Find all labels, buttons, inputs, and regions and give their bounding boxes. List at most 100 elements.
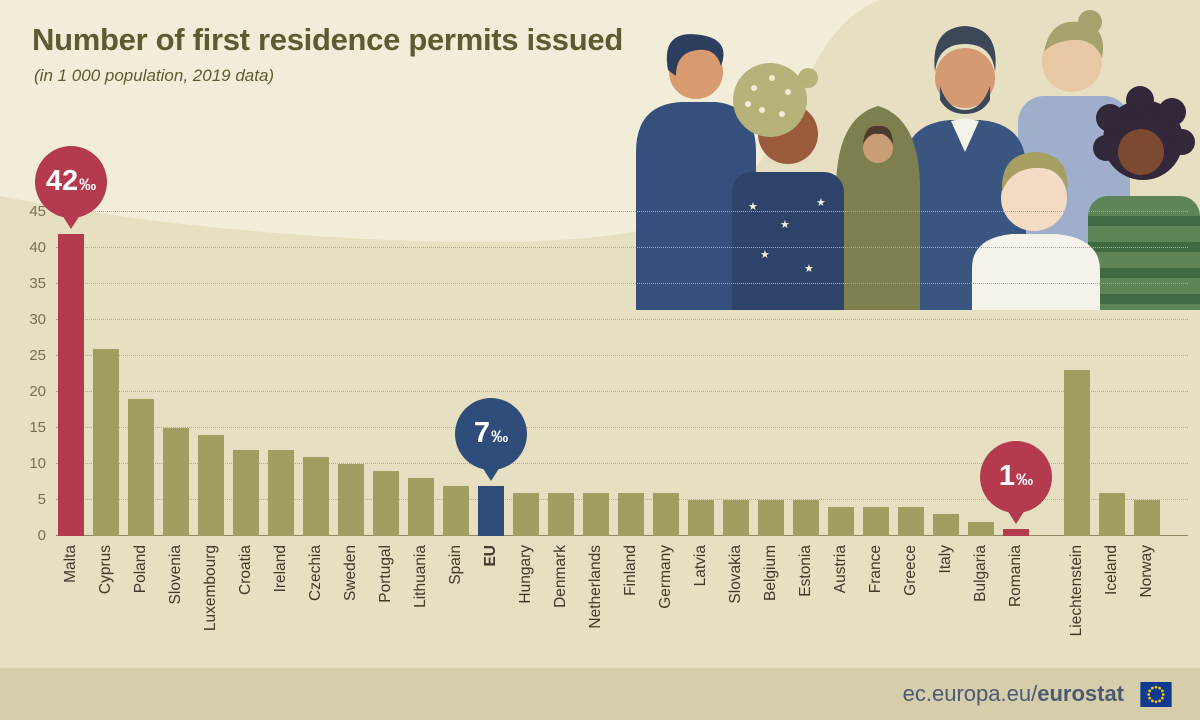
svg-text:★: ★: [748, 201, 758, 213]
x-axis-label: Cyprus: [97, 545, 114, 595]
bar: [128, 399, 154, 536]
gridline: 20: [29, 383, 1188, 400]
bar: [58, 233, 84, 536]
bar: [898, 507, 924, 536]
gridline: 15: [29, 419, 1188, 436]
bar: [828, 507, 854, 536]
bar: [723, 500, 749, 536]
bar-slot-portugal: Portugal: [373, 212, 399, 603]
callout-malta: 42 ‰: [35, 145, 107, 218]
svg-text:★: ★: [804, 263, 814, 275]
bar: [968, 521, 994, 536]
gridline: 25: [29, 347, 1188, 364]
y-tick-label: 0: [37, 527, 46, 544]
x-axis-label: Portugal: [377, 545, 394, 603]
x-axis-label: Lithuania: [412, 545, 429, 608]
bar-slot-spain: Spain: [443, 212, 469, 585]
x-axis-label: Poland: [132, 545, 149, 594]
person-headwrap-woman: ★ ★ ★ ★ ★: [732, 63, 844, 310]
permille-sign: ‰: [491, 426, 509, 446]
bar-slot-austria: Austria: [828, 212, 854, 593]
callout-value: 1: [998, 460, 1016, 493]
gridline: 45: [29, 203, 1188, 220]
bar: [863, 507, 889, 536]
bar-slot-iceland: Iceland: [1099, 212, 1125, 595]
bar-chart: 0 5 10 15 20 25 30 35 40 45 Malta 42 ‰ Cyprus Poland S…: [29, 145, 1188, 636]
people-illustration: ★ ★ ★ ★ ★: [636, 10, 1200, 310]
x-axis-label: Denmark: [552, 545, 569, 608]
gridline: 40: [29, 239, 1188, 256]
permille-sign: ‰: [79, 174, 97, 194]
footer-brand: eurostat: [1037, 681, 1124, 706]
gridline: 10: [29, 455, 1188, 472]
bar-slot-liechtenstein: Liechtenstein: [1064, 212, 1090, 636]
gridline: 35: [29, 275, 1188, 292]
eu-flag-icon: [1140, 681, 1172, 707]
bar-slot-poland: Poland: [128, 212, 154, 593]
x-axis-label: Spain: [447, 545, 464, 585]
bar: [443, 485, 469, 536]
bar: [373, 471, 399, 536]
bar: [408, 478, 434, 536]
bar: [583, 492, 609, 536]
bar-slot-romania: Romania 1 ‰: [980, 212, 1052, 607]
bar-slot-norway: Norway: [1134, 212, 1160, 598]
y-tick-label: 25: [29, 347, 46, 364]
svg-text:★: ★: [760, 249, 770, 261]
bar-slot-sweden: Sweden: [338, 212, 364, 601]
x-axis-label: Liechtenstein: [1068, 545, 1085, 637]
bar-slot-eu: EU 7 ‰: [455, 212, 527, 567]
x-axis-label: Italy: [937, 545, 954, 574]
x-axis-label: Norway: [1138, 545, 1155, 598]
bar-slot-denmark: Denmark: [548, 212, 574, 608]
bar-slot-germany: Germany: [653, 212, 679, 609]
footer-url-prefix: ec.europa.eu/: [902, 681, 1038, 706]
bar: [163, 428, 189, 536]
svg-text:★: ★: [780, 219, 790, 231]
bar-slot-finland: Finland: [618, 212, 644, 596]
x-axis-label: Austria: [832, 545, 849, 594]
chart-header: Number of first residence permits issued…: [32, 22, 623, 86]
y-tick-label: 30: [29, 311, 46, 328]
bar-slot-lithuania: Lithuania: [408, 212, 434, 608]
bar: [338, 464, 364, 536]
bar-slot-luxembourg: Luxembourg: [198, 212, 224, 631]
callout-romania: 1 ‰: [980, 440, 1052, 513]
bar: [198, 435, 224, 536]
person-front-man: [972, 152, 1100, 310]
x-axis-label: Czechia: [307, 545, 324, 601]
person-navy-man: [636, 34, 756, 310]
bar-slot-czechia: Czechia: [303, 212, 329, 601]
x-axis-label: Estonia: [797, 545, 814, 597]
bar: [688, 500, 714, 536]
x-axis-label: Croatia: [237, 545, 254, 595]
bar: [758, 500, 784, 536]
bar: [93, 348, 119, 536]
footer-bar: ec.europa.eu/eurostat: [0, 668, 1200, 720]
x-axis-label: Sweden: [342, 545, 359, 602]
x-axis-label: Luxembourg: [202, 545, 219, 632]
bar-slot-ireland: Ireland: [268, 212, 294, 592]
x-axis-label: Romania: [1007, 545, 1024, 608]
bar-slot-belgium: Belgium: [758, 212, 784, 601]
bar: [1064, 370, 1090, 536]
permille-sign: ‰: [1016, 469, 1034, 489]
y-tick-label: 10: [29, 455, 46, 472]
callout-value: 7: [473, 417, 491, 450]
bar-slot-italy: Italy: [933, 212, 959, 573]
x-axis-label: Hungary: [517, 545, 534, 604]
bar: [1099, 492, 1125, 536]
x-axis-label: France: [867, 545, 884, 594]
bar: [653, 492, 679, 536]
bar: [793, 500, 819, 536]
x-axis-label: Finland: [622, 545, 639, 596]
bar: [513, 492, 539, 536]
x-axis-label: EU: [482, 545, 499, 567]
bar: [618, 492, 644, 536]
y-tick-label: 20: [29, 383, 46, 400]
bar-slot-slovenia: Slovenia: [163, 212, 189, 604]
person-hooded: [836, 106, 920, 310]
gridline: 30: [29, 311, 1188, 328]
eurostat-link[interactable]: ec.europa.eu/eurostat: [903, 681, 1124, 707]
x-axis-label: Bulgaria: [972, 545, 989, 602]
